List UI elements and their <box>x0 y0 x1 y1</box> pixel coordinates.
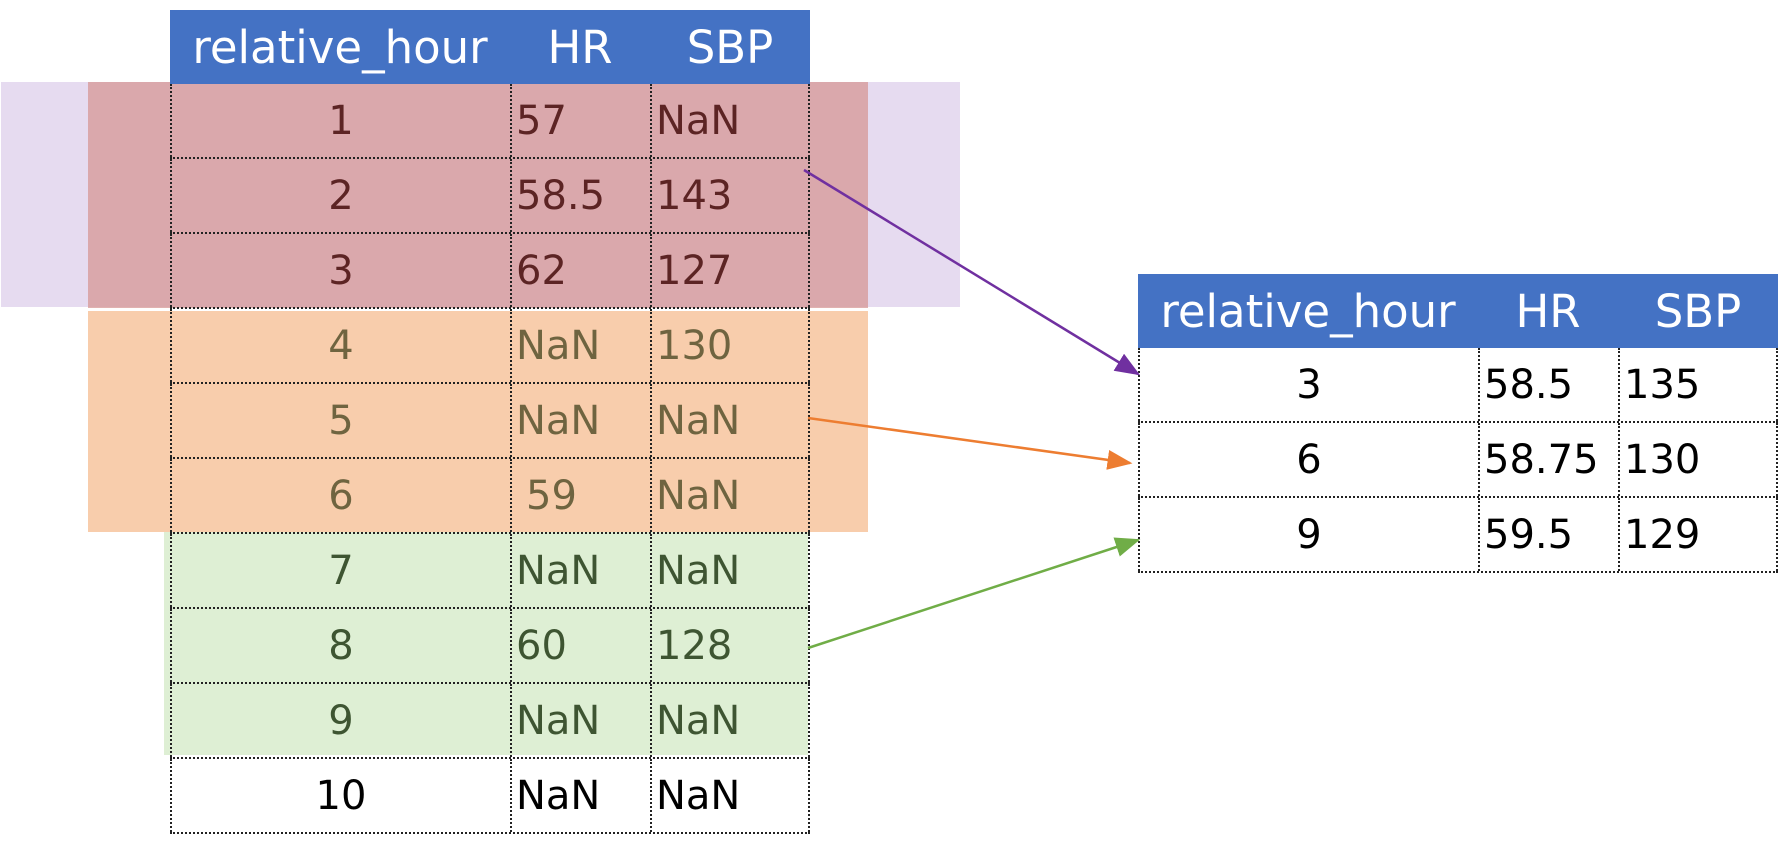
cell-relative-hour: 8 <box>170 609 510 682</box>
cell-relative-hour: 10 <box>170 759 510 832</box>
cell-relative-hour: 5 <box>170 384 510 457</box>
result-table-header: relative_hour HR SBP <box>1138 274 1778 348</box>
table-row: 3 58.5 135 <box>1138 348 1778 423</box>
table-row: 1 57 NaN <box>170 84 810 159</box>
cell-sbp: 127 <box>650 234 810 307</box>
cell-relative-hour: 9 <box>1138 498 1478 571</box>
table-row: 7 NaN NaN <box>170 534 810 609</box>
source-table: relative_hour HR SBP 1 57 NaN 2 58.5 143… <box>170 10 810 834</box>
cell-sbp: 130 <box>650 309 810 382</box>
cell-sbp: 135 <box>1618 348 1778 421</box>
cell-relative-hour: 3 <box>170 234 510 307</box>
cell-sbp: NaN <box>650 534 810 607</box>
cell-hr: 60 <box>510 609 650 682</box>
table-row: 9 NaN NaN <box>170 684 810 759</box>
arrow-green <box>807 537 1141 650</box>
table-row: 2 58.5 143 <box>170 159 810 234</box>
cell-hr: NaN <box>510 759 650 832</box>
header-relative-hour: relative_hour <box>1160 284 1456 338</box>
header-relative-hour: relative_hour <box>192 20 488 74</box>
cell-sbp: NaN <box>650 459 810 532</box>
cell-hr: 62 <box>510 234 650 307</box>
cell-relative-hour: 1 <box>170 84 510 157</box>
result-table: relative_hour HR SBP 3 58.5 135 6 58.75 … <box>1138 274 1778 573</box>
cell-sbp: NaN <box>650 84 810 157</box>
table-row: 5 NaN NaN <box>170 384 810 459</box>
cell-sbp: 128 <box>650 609 810 682</box>
header-hr: HR <box>547 20 613 74</box>
table-row: 8 60 128 <box>170 609 810 684</box>
cell-hr: 59.5 <box>1478 498 1618 571</box>
window-highlight-green <box>164 532 808 755</box>
window-highlight-red <box>88 82 868 308</box>
header-sbp: SBP <box>1654 284 1742 338</box>
table-row: 3 62 127 <box>170 234 810 309</box>
cell-relative-hour: 6 <box>170 459 510 532</box>
cell-sbp: NaN <box>650 684 810 757</box>
table-row: 4 NaN 130 <box>170 309 810 384</box>
cell-hr: NaN <box>510 534 650 607</box>
cell-hr: 58.75 <box>1478 423 1618 496</box>
cell-sbp: NaN <box>650 759 810 832</box>
cell-hr: NaN <box>510 684 650 757</box>
cell-hr: 58.5 <box>510 159 650 232</box>
cell-sbp: 129 <box>1618 498 1778 571</box>
cell-hr: 58.5 <box>1478 348 1618 421</box>
window-highlight-orange <box>88 311 868 532</box>
cell-hr: 59 <box>510 459 650 532</box>
cell-relative-hour: 7 <box>170 534 510 607</box>
cell-sbp: 130 <box>1618 423 1778 496</box>
cell-hr: 57 <box>510 84 650 157</box>
cell-sbp: NaN <box>650 384 810 457</box>
cell-hr: NaN <box>510 384 650 457</box>
cell-relative-hour: 2 <box>170 159 510 232</box>
source-table-header: relative_hour HR SBP <box>170 10 810 84</box>
cell-relative-hour: 4 <box>170 309 510 382</box>
cell-relative-hour: 6 <box>1138 423 1478 496</box>
header-sbp: SBP <box>686 20 774 74</box>
cell-relative-hour: 9 <box>170 684 510 757</box>
table-row: 10 NaN NaN <box>170 759 810 834</box>
table-row: 6 58.75 130 <box>1138 423 1778 498</box>
table-row: 6 59 NaN <box>170 459 810 534</box>
cell-relative-hour: 3 <box>1138 348 1478 421</box>
table-row: 9 59.5 129 <box>1138 498 1778 573</box>
cell-hr: NaN <box>510 309 650 382</box>
header-hr: HR <box>1515 284 1581 338</box>
cell-sbp: 143 <box>650 159 810 232</box>
